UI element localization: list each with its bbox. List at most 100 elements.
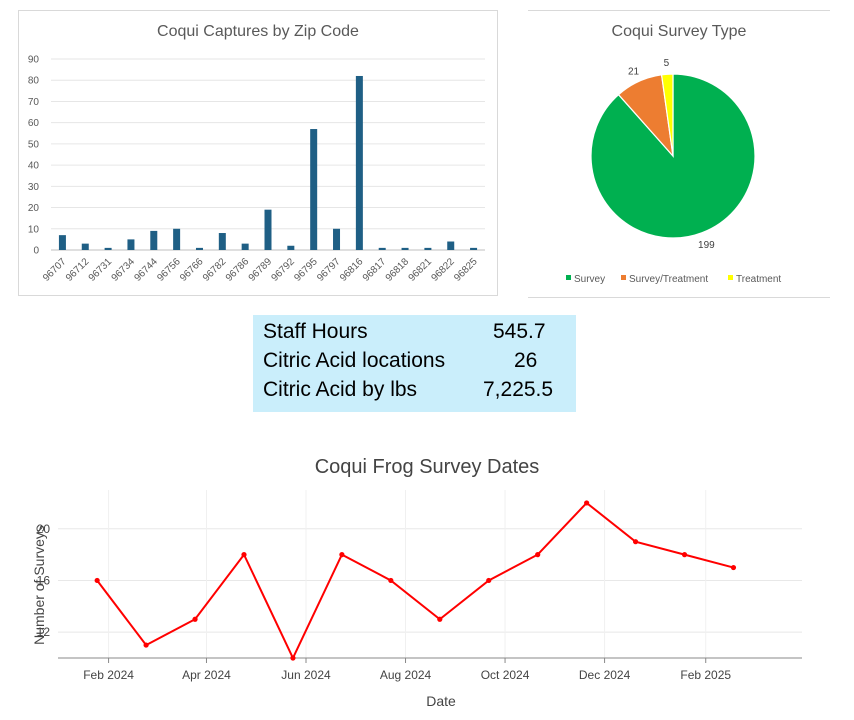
x-tick-label: 96766 — [178, 256, 206, 284]
y-tick-label: 20 — [28, 203, 40, 214]
bar — [218, 233, 226, 250]
x-tick-label: Jun 2024 — [281, 668, 331, 682]
bar — [310, 129, 318, 250]
x-tick-label: 96795 — [292, 256, 320, 284]
stat-value: 7,225.5 — [483, 378, 554, 401]
data-point — [94, 577, 100, 584]
y-tick-label: 0 — [33, 246, 39, 257]
data-point — [339, 552, 345, 558]
x-tick-label: 96817 — [361, 256, 389, 284]
y-tick-label: 50 — [28, 139, 40, 150]
x-tick-label: 96822 — [429, 256, 457, 284]
series-line — [96, 501, 734, 661]
stat-row-citric-acid-lbs: Citric Acid by lbs 7,225.5 — [263, 378, 563, 406]
y-tick-label: 40 — [28, 161, 40, 172]
y-tick-label: 90 — [28, 55, 40, 66]
stat-row-citric-acid-locations: Citric Acid locations 26 — [263, 349, 563, 377]
x-tick-label: Aug 2024 — [380, 668, 432, 682]
data-point — [241, 552, 247, 558]
line-chart-svg: 12 16 20 Feb 2024 Apr 2024 Jun 2024 Aug 2024 Oc… — [31, 490, 802, 709]
y-tick-label: 70 — [28, 97, 40, 108]
bar — [333, 228, 341, 250]
x-tick-label: 96797 — [315, 256, 343, 284]
x-tick-label: 96786 — [224, 256, 252, 284]
data-point — [143, 642, 149, 648]
bar — [401, 247, 409, 250]
bar — [378, 247, 386, 250]
x-tick-label: Apr 2024 — [182, 668, 231, 682]
stat-label: Citric Acid locations — [263, 349, 446, 372]
x-tick-label: Dec 2024 — [579, 668, 631, 682]
stats-summary-box: Staff Hours 545.7 Citric Acid locations … — [253, 315, 576, 412]
x-tick-label: 96756 — [155, 256, 183, 284]
data-point — [437, 616, 443, 622]
stat-label: Citric Acid by lbs — [263, 378, 418, 401]
bar — [424, 247, 432, 250]
stat-value: 26 — [514, 349, 538, 372]
bar-chart-panel: Coqui Captures by Zip Code 0 10 20 30 40 50 60… — [18, 10, 498, 296]
stat-label: Staff Hours — [263, 320, 368, 343]
x-tick-label: 96782 — [201, 256, 229, 284]
legend-swatch — [566, 275, 571, 280]
x-tick-label: 96816 — [338, 256, 366, 284]
stat-value: 545.7 — [493, 320, 546, 343]
bar — [355, 75, 363, 250]
y-tick-label: 12 — [37, 625, 51, 639]
data-point — [535, 552, 541, 558]
slice-value-label: 5 — [664, 58, 670, 69]
bar — [173, 228, 181, 250]
data-point — [192, 616, 198, 622]
slice-value-label: 199 — [698, 240, 715, 251]
pie-chart-title: Coqui Survey Type — [611, 23, 747, 40]
bar — [104, 247, 112, 250]
bar — [241, 243, 249, 250]
y-axis-title: Number of Surveys — [31, 525, 47, 645]
data-point — [486, 577, 492, 584]
x-tick-label: 96818 — [384, 256, 412, 284]
bar — [470, 247, 478, 250]
bar — [195, 247, 203, 250]
legend-swatch — [728, 275, 733, 280]
x-axis-title: Date — [426, 693, 456, 709]
y-tick-label: 20 — [37, 522, 51, 536]
x-tick-label: 96731 — [87, 256, 115, 284]
data-point — [730, 564, 737, 571]
x-tick-label: 96792 — [270, 256, 298, 284]
bar — [447, 241, 455, 250]
x-tick-label: Feb 2025 — [680, 668, 731, 682]
x-tick-label: 96821 — [407, 256, 435, 284]
data-point — [584, 500, 590, 506]
data-point — [290, 655, 296, 661]
line-chart-title: Coqui Frog Survey Dates — [314, 456, 540, 478]
bar — [150, 230, 158, 250]
legend-swatch — [621, 275, 626, 280]
slice-value-label: 21 — [628, 67, 640, 78]
bar-chart-title: Coqui Captures by Zip Code — [157, 23, 359, 40]
legend-label: Treatment — [736, 274, 781, 285]
legend-label: Survey — [574, 274, 605, 285]
x-tick-label: 96707 — [41, 256, 69, 284]
x-tick-label: Oct 2024 — [481, 668, 530, 682]
x-tick-label: 96825 — [452, 256, 480, 284]
pie-chart-panel: Coqui Survey Type 199 21 5 Survey Survey/Tre… — [528, 10, 830, 298]
y-tick-label: 60 — [28, 118, 40, 129]
bar — [287, 245, 295, 250]
pie-slice — [660, 73, 674, 157]
bar — [127, 239, 135, 250]
x-tick-label: 96744 — [132, 256, 160, 284]
y-tick-label: 80 — [28, 76, 40, 87]
bar — [264, 209, 272, 250]
bar — [81, 243, 89, 250]
x-tick-label: 96712 — [64, 256, 92, 284]
legend-label: Survey/Treatment — [629, 274, 708, 285]
pie-chart-svg: 199 21 5 Survey Survey/Treatment Treatment — [566, 58, 781, 285]
x-tick-label: Feb 2024 — [83, 668, 134, 682]
bar — [58, 235, 66, 250]
x-tick-label: 96734 — [110, 256, 138, 284]
line-chart-panel: Coqui Frog Survey Dates 12 16 20 Feb 2024 Ap… — [0, 440, 854, 720]
data-point — [681, 552, 688, 558]
data-point — [632, 539, 639, 545]
y-tick-label: 30 — [28, 182, 40, 193]
y-tick-label: 10 — [28, 224, 40, 235]
stat-row-staff-hours: Staff Hours 545.7 — [263, 320, 563, 348]
